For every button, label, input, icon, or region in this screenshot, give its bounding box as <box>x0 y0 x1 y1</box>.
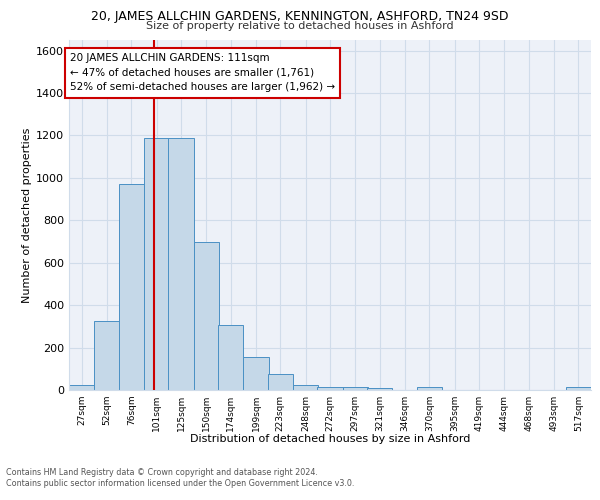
Bar <box>169 138 194 390</box>
Bar <box>94 321 119 390</box>
Bar <box>293 384 319 390</box>
Bar <box>367 388 392 390</box>
X-axis label: Distribution of detached houses by size in Ashford: Distribution of detached houses by size … <box>190 434 470 444</box>
Text: Size of property relative to detached houses in Ashford: Size of property relative to detached ho… <box>146 21 454 31</box>
Bar <box>194 242 219 390</box>
Y-axis label: Number of detached properties: Number of detached properties <box>22 128 32 302</box>
Text: 20, JAMES ALLCHIN GARDENS, KENNINGTON, ASHFORD, TN24 9SD: 20, JAMES ALLCHIN GARDENS, KENNINGTON, A… <box>91 10 509 23</box>
Bar <box>416 387 442 390</box>
Bar <box>317 387 343 390</box>
Bar <box>119 184 144 390</box>
Bar <box>144 138 169 390</box>
Text: Contains HM Land Registry data © Crown copyright and database right 2024.
Contai: Contains HM Land Registry data © Crown c… <box>6 468 355 487</box>
Bar <box>218 326 244 390</box>
Bar <box>566 387 591 390</box>
Bar <box>268 374 293 390</box>
Bar <box>69 384 94 390</box>
Bar <box>343 387 368 390</box>
Text: 20 JAMES ALLCHIN GARDENS: 111sqm
← 47% of detached houses are smaller (1,761)
52: 20 JAMES ALLCHIN GARDENS: 111sqm ← 47% o… <box>70 52 335 92</box>
Bar <box>244 357 269 390</box>
